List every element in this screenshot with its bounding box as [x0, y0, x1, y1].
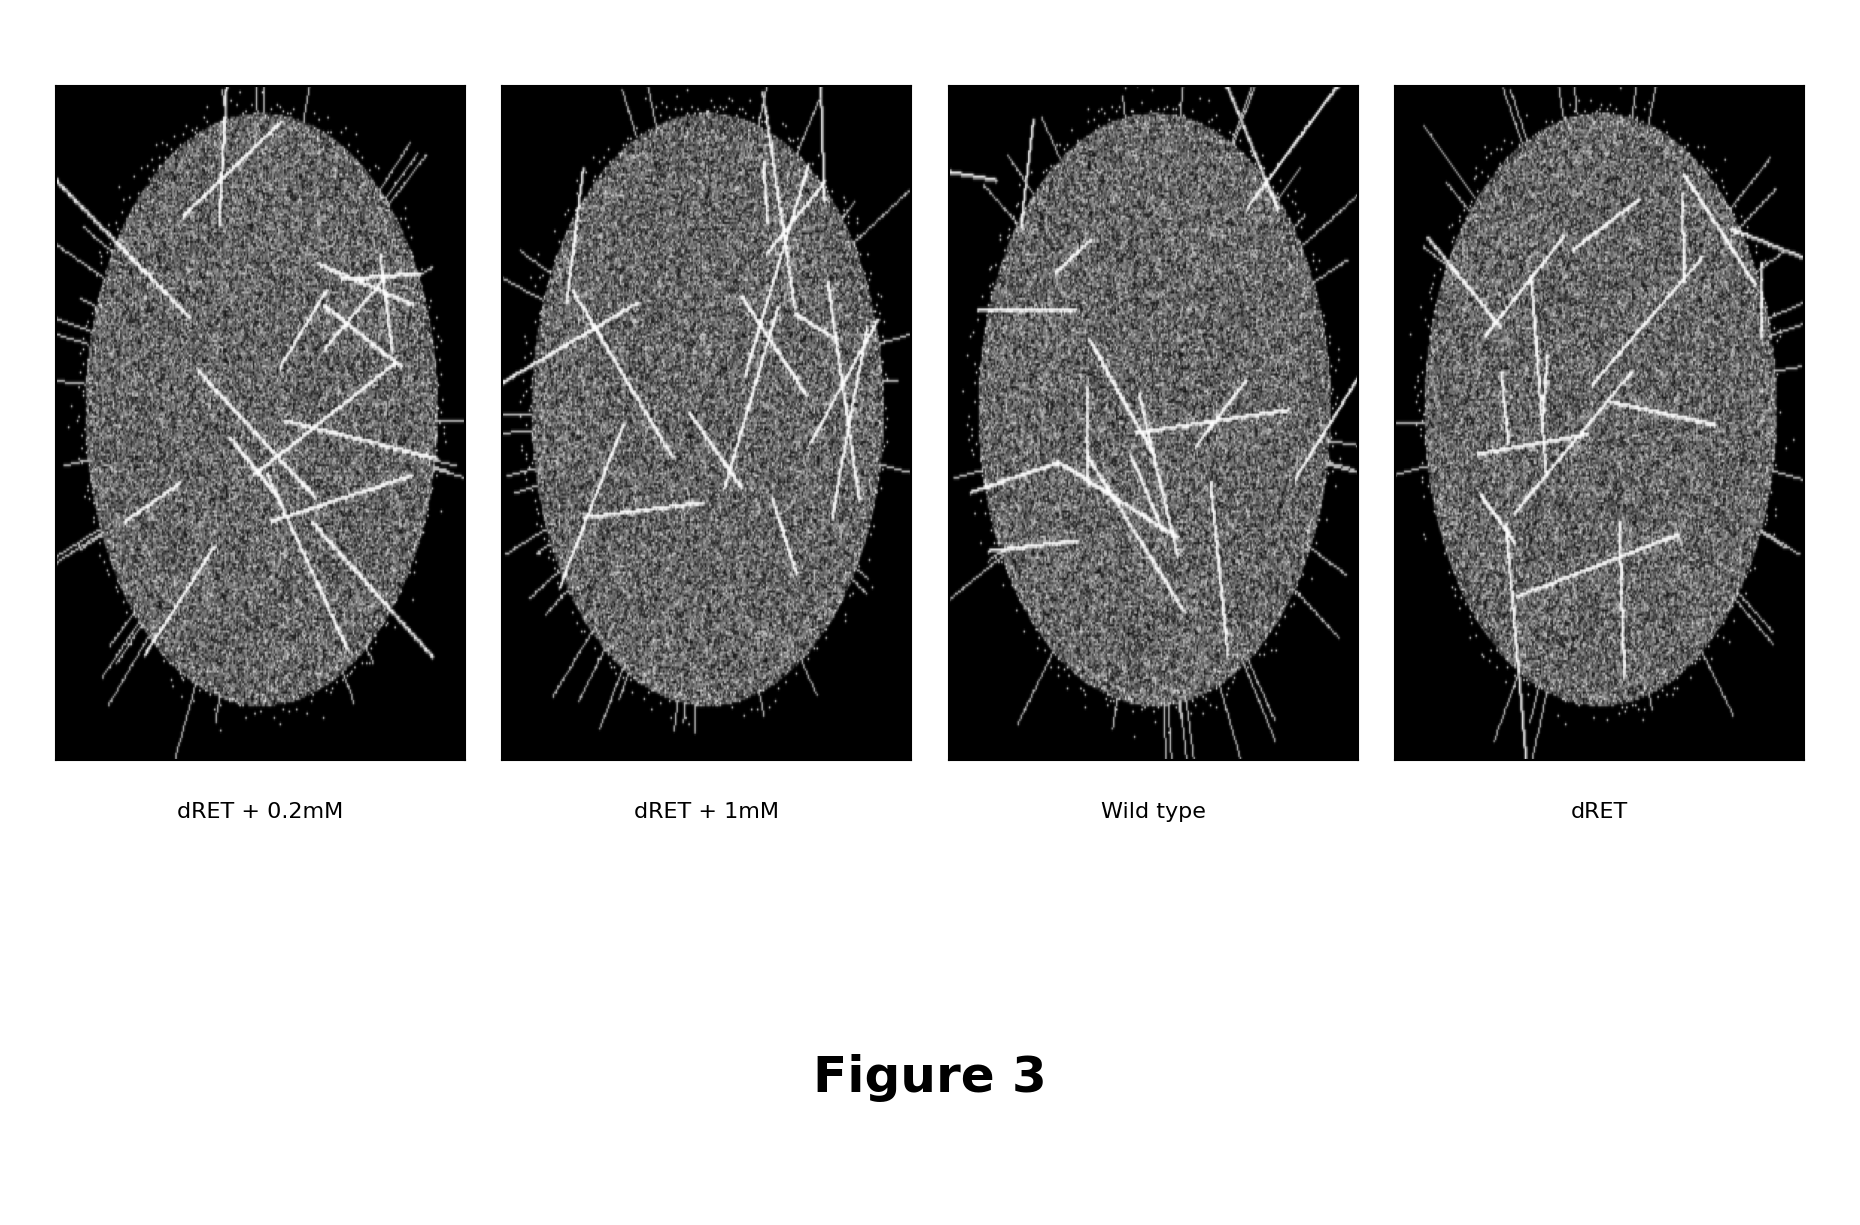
Text: dRET + 1mM: dRET + 1mM: [634, 802, 779, 822]
Text: Figure 3: Figure 3: [813, 1054, 1047, 1102]
Text: dRET + 0.2mM: dRET + 0.2mM: [177, 802, 344, 822]
Text: Wild type: Wild type: [1101, 802, 1205, 822]
Text: dRET: dRET: [1572, 802, 1628, 822]
